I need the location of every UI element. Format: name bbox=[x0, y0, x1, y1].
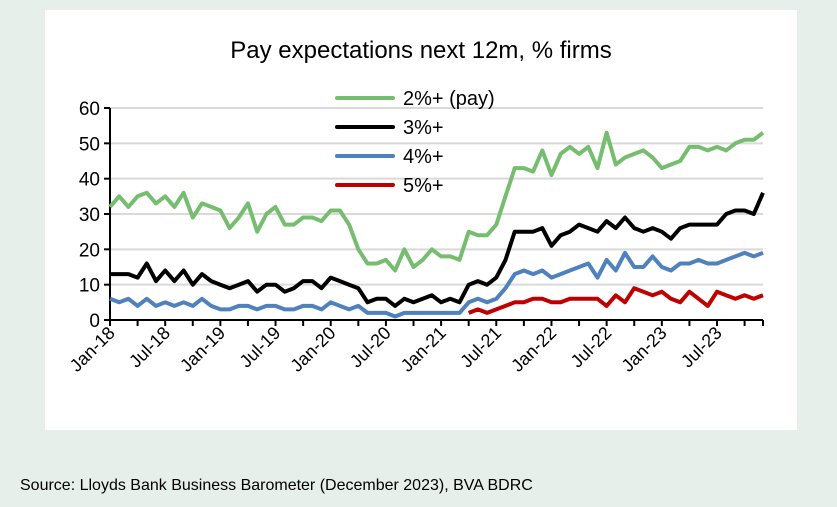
legend-label: 4%+ bbox=[403, 146, 444, 168]
series-line-0 bbox=[108, 130, 765, 273]
source-note: Source: Lloyds Bank Business Barometer (… bbox=[20, 477, 533, 494]
y-tick-label: 40 bbox=[79, 170, 100, 191]
y-tick-label: 10 bbox=[79, 276, 100, 297]
legend-label: 2%+ (pay) bbox=[403, 88, 495, 110]
y-tick-label: 60 bbox=[79, 99, 100, 120]
x-tick-label: Jan-21 bbox=[397, 323, 450, 376]
series-line-1 bbox=[110, 192, 765, 308]
legend-label: 3%+ bbox=[403, 117, 444, 139]
line-chart: Pay expectations next 12m, % firms 0 10 20… bbox=[66, 37, 765, 376]
x-tick-label: Jul-21 bbox=[456, 323, 505, 372]
series-line-2 bbox=[109, 250, 764, 319]
x-tick-label: Jul-22 bbox=[567, 323, 616, 372]
x-tick-label: Jul-20 bbox=[346, 323, 395, 372]
chart-panel: Pay expectations next 12m, % firms 0 10 20… bbox=[45, 10, 797, 430]
legend-label: 5%+ bbox=[403, 175, 444, 197]
x-tick-label: Jan-23 bbox=[618, 323, 671, 376]
x-tick-label: Jan-19 bbox=[176, 323, 229, 376]
y-tick-label: 30 bbox=[79, 205, 100, 226]
y-tick-label: 0 bbox=[89, 311, 100, 332]
x-tick-label: Jan-20 bbox=[286, 323, 339, 376]
chart-title: Pay expectations next 12m, % firms bbox=[230, 37, 612, 64]
y-tick-label: 20 bbox=[79, 240, 100, 261]
x-tick-label: Jul-23 bbox=[677, 323, 726, 372]
y-tick-label: 50 bbox=[79, 134, 100, 155]
x-tick-label: Jul-18 bbox=[125, 323, 174, 372]
series-line-3 bbox=[467, 286, 764, 315]
x-tick-label: Jul-19 bbox=[236, 323, 285, 372]
x-tick-label: Jan-22 bbox=[507, 323, 560, 376]
